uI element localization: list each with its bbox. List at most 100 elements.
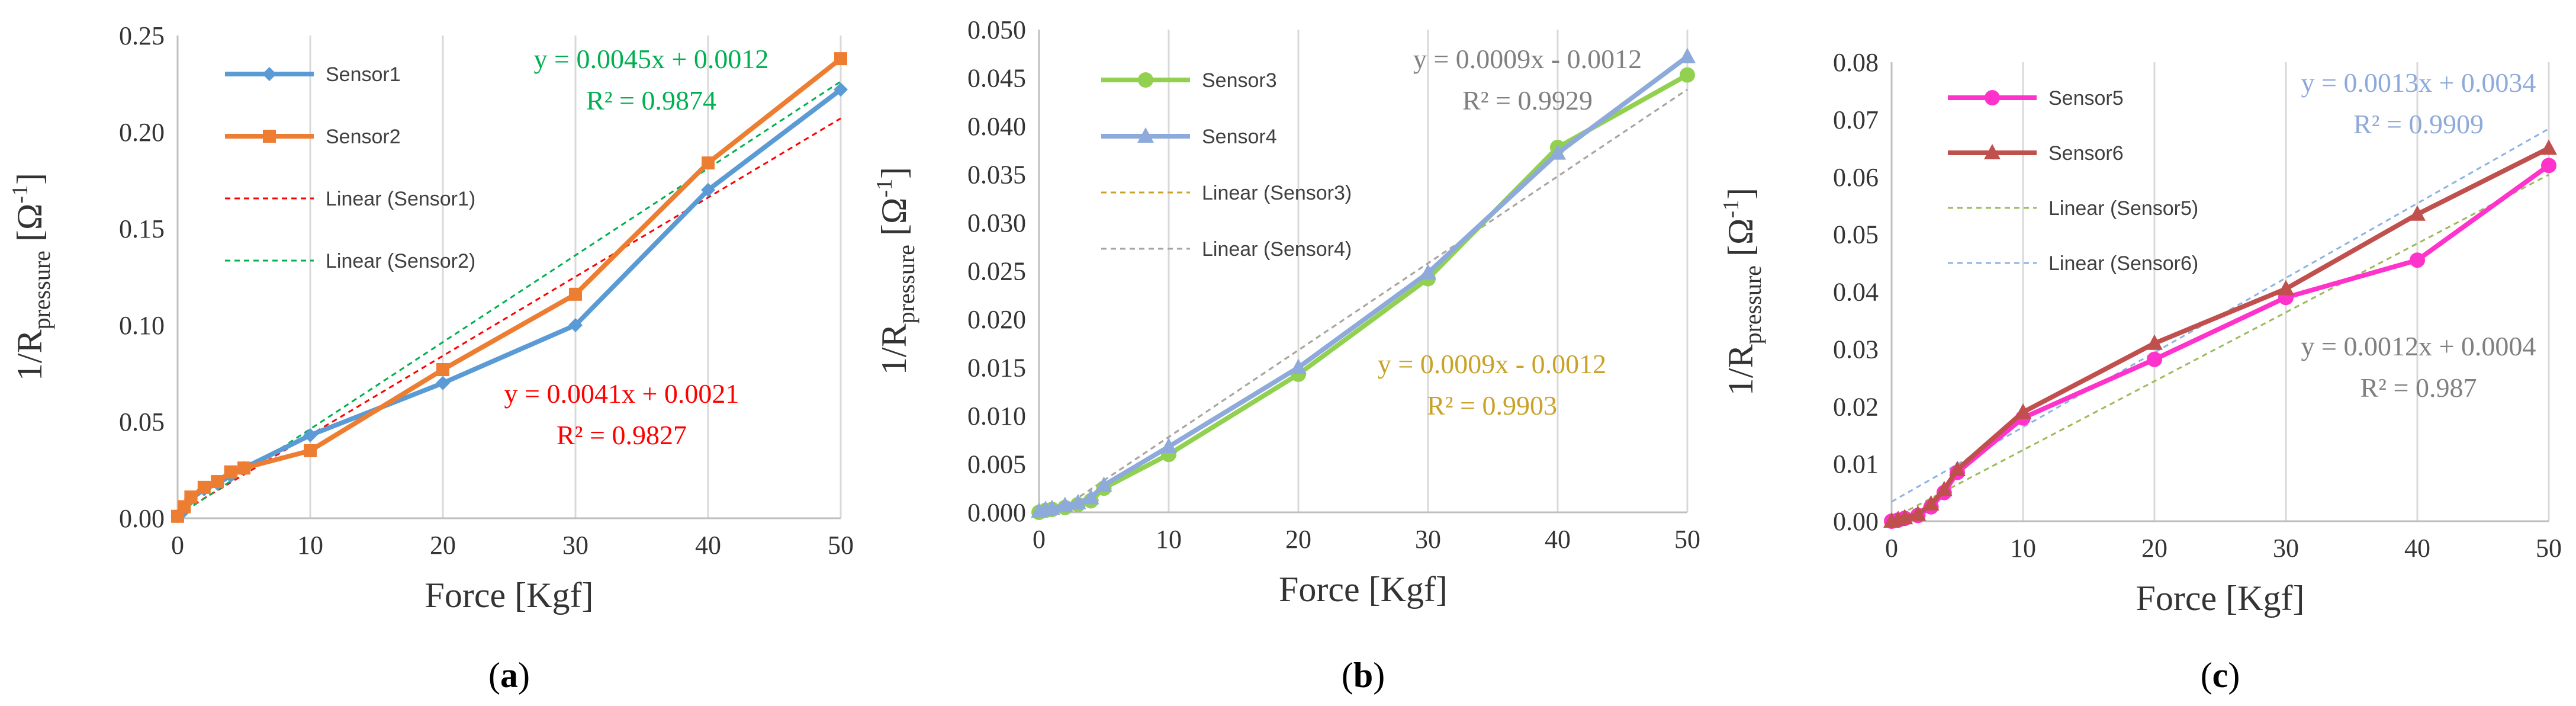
data-point bbox=[568, 318, 583, 332]
r-squared-annotation: R² = 0.9827 bbox=[557, 420, 687, 450]
panel-label-close: ) bbox=[2228, 656, 2240, 695]
data-point bbox=[1290, 358, 1307, 374]
trendline bbox=[177, 117, 841, 515]
panel-label-close: ) bbox=[518, 656, 530, 695]
data-point bbox=[1679, 47, 1696, 63]
data-point bbox=[224, 465, 237, 479]
data-point bbox=[2540, 139, 2557, 155]
series-line-sensor3 bbox=[1038, 73, 1689, 515]
legend-marker bbox=[1985, 90, 2000, 105]
y-tick-label: 0.10 bbox=[119, 311, 165, 340]
x-tick-label: 0 bbox=[171, 531, 184, 560]
legend-marker bbox=[262, 67, 276, 81]
data-point bbox=[237, 461, 250, 475]
x-tick-label: 40 bbox=[695, 531, 721, 560]
y-axis-title: 1/Rpressure [Ω-1] bbox=[8, 173, 55, 381]
chart-panel-b: 0.000 0.005 0.010 0.015 0.020 0.025 0.030 0.035… bbox=[872, 15, 1700, 695]
x-axis-title: Force [Kgf] bbox=[1279, 570, 1448, 609]
y-tick-label: 0.00 bbox=[119, 504, 165, 533]
equation-annotation: y = 0.0009x - 0.0012 bbox=[1413, 44, 1642, 74]
equation-annotation: y = 0.0041x + 0.0021 bbox=[504, 378, 739, 409]
x-tick-label: 30 bbox=[1415, 525, 1441, 554]
panel-label-open: ( bbox=[488, 656, 500, 695]
x-tick-label: 50 bbox=[828, 531, 854, 560]
data-point bbox=[2146, 334, 2163, 350]
trendline bbox=[1056, 88, 1688, 514]
y-axis-title-part: [Ω bbox=[874, 198, 914, 245]
panel-label-letter: c bbox=[2212, 656, 2228, 695]
y-tick-label: 0.005 bbox=[967, 450, 1026, 479]
r-squared-annotation: R² = 0.9903 bbox=[1427, 390, 1557, 421]
y-tick-label: 0.25 bbox=[119, 21, 165, 50]
y-axis-title-part: ] bbox=[874, 167, 914, 179]
x-axis-title: Force [Kgf] bbox=[425, 576, 594, 615]
y-tick-label: 0.030 bbox=[967, 208, 1026, 238]
chart-panel-a: 0.00 0.05 0.10 0.15 0.20 0.25 0 10 20 30 40 50 Senso… bbox=[8, 21, 854, 695]
y-tick-label: 0.000 bbox=[967, 498, 1026, 527]
y-tick-label: 0.045 bbox=[967, 64, 1026, 93]
data-point bbox=[1043, 499, 1060, 515]
legend-label: Linear (Sensor4) bbox=[1202, 238, 1352, 261]
legend-label: Sensor6 bbox=[2048, 142, 2124, 165]
series-line-sensor2 bbox=[175, 56, 842, 518]
data-point bbox=[303, 428, 317, 442]
y-tick-label: 0.08 bbox=[1833, 48, 1879, 77]
y-axis-title-part: ] bbox=[10, 173, 49, 185]
x-tick-label: 10 bbox=[297, 531, 323, 560]
x-tick-label: 20 bbox=[430, 531, 456, 560]
r-squared-annotation: R² = 0.9874 bbox=[586, 85, 716, 115]
y-axis-title-part: -1 bbox=[1719, 200, 1744, 219]
data-point bbox=[834, 52, 847, 66]
legend-label: Sensor5 bbox=[2048, 87, 2124, 110]
y-axis-title-part: -1 bbox=[8, 185, 33, 204]
data-point bbox=[1949, 460, 1966, 476]
data-point bbox=[2409, 205, 2426, 221]
legend-label: Sensor2 bbox=[326, 126, 401, 148]
y-tick-label: 0.00 bbox=[1833, 507, 1879, 536]
x-tick-label: 0 bbox=[1885, 534, 1898, 563]
y-tick-label: 0.05 bbox=[1833, 220, 1879, 249]
y-axis-title-part: 1/R bbox=[10, 329, 49, 381]
x-axis-title: Force [Kgf] bbox=[2136, 579, 2305, 618]
data-point bbox=[184, 490, 198, 504]
legend-label: Linear (Sensor2) bbox=[326, 250, 475, 272]
y-tick-label: 0.010 bbox=[967, 402, 1026, 431]
x-tick-label: 50 bbox=[2536, 534, 2562, 563]
series-line-sensor4 bbox=[1038, 54, 1689, 514]
y-axis-title-part: [Ω bbox=[10, 204, 49, 251]
data-point bbox=[1420, 264, 1436, 280]
panel-label-open: ( bbox=[2201, 656, 2212, 695]
x-tick-label: 30 bbox=[562, 531, 588, 560]
panel-label-open: ( bbox=[1342, 656, 1353, 695]
x-tick-label: 50 bbox=[1674, 525, 1700, 554]
y-axis-title: 1/Rpressure [Ω-1] bbox=[872, 167, 919, 375]
legend-marker bbox=[1984, 144, 2001, 159]
y-axis-title: 1/Rpressure [Ω-1] bbox=[1719, 188, 1766, 396]
data-point bbox=[304, 444, 317, 457]
data-point bbox=[1069, 493, 1086, 509]
panel-label-letter: a bbox=[500, 656, 518, 695]
y-tick-label: 0.035 bbox=[967, 161, 1026, 190]
panel-label: (a) bbox=[488, 656, 530, 695]
x-tick-label: 40 bbox=[2404, 534, 2430, 563]
data-point bbox=[1056, 496, 1073, 512]
panel-label-close: ) bbox=[1373, 656, 1385, 695]
legend-label: Sensor3 bbox=[1202, 69, 1277, 92]
data-point bbox=[702, 156, 715, 170]
series-line-sensor1 bbox=[176, 88, 842, 518]
y-axis-title-part: pressure bbox=[28, 251, 55, 329]
data-point bbox=[436, 362, 449, 376]
panel-label: (c) bbox=[2201, 656, 2240, 695]
chart-panel-c: 0.00 0.01 0.02 0.03 0.04 0.05 0.06 0.07 0.08 0 10 2… bbox=[1719, 48, 2562, 695]
r-squared-annotation: R² = 0.9929 bbox=[1462, 85, 1593, 115]
data-point bbox=[2015, 403, 2031, 419]
y-axis-title-part: 1/R bbox=[1721, 344, 1760, 396]
legend-label: Linear (Sensor1) bbox=[326, 188, 475, 210]
r-squared-annotation: R² = 0.987 bbox=[2360, 373, 2477, 403]
x-tick-label: 10 bbox=[2010, 534, 2036, 563]
legend-marker bbox=[1138, 72, 1153, 88]
data-point bbox=[2541, 158, 2556, 174]
equation-annotation: y = 0.0045x + 0.0012 bbox=[534, 44, 769, 74]
legend-marker bbox=[263, 130, 276, 143]
